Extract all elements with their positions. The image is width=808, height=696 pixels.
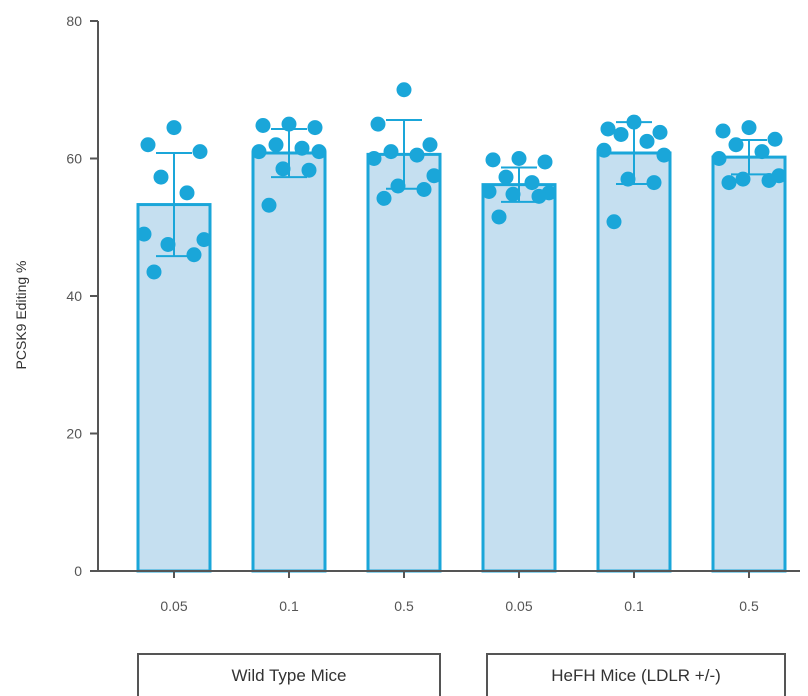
point-0-3 bbox=[153, 169, 169, 185]
point-0-1 bbox=[140, 137, 156, 153]
point-1-4 bbox=[294, 140, 310, 156]
point-1-6 bbox=[311, 144, 327, 160]
point-0-0 bbox=[166, 120, 182, 136]
point-5-1 bbox=[715, 123, 731, 139]
bar-4 bbox=[596, 151, 672, 573]
bar-2 bbox=[366, 152, 442, 573]
point-5-8 bbox=[761, 173, 777, 188]
bars-layer bbox=[136, 151, 787, 573]
point-1-5 bbox=[251, 144, 267, 160]
point-2-5 bbox=[366, 151, 382, 166]
y-tick-label-60: 60 bbox=[66, 151, 82, 167]
x-tick-label-0: 0.05 bbox=[160, 598, 187, 614]
point-3-9 bbox=[491, 209, 507, 225]
point-0-4 bbox=[179, 185, 195, 201]
point-1-8 bbox=[301, 162, 317, 178]
point-4-8 bbox=[646, 175, 662, 191]
point-3-1 bbox=[485, 152, 501, 168]
point-3-7 bbox=[505, 186, 521, 202]
point-4-4 bbox=[639, 133, 655, 149]
point-0-5 bbox=[136, 226, 152, 242]
y-axis: 0 20 40 60 80 bbox=[66, 13, 800, 579]
y-tick-label-20: 20 bbox=[66, 426, 82, 442]
point-5-7 bbox=[735, 171, 751, 187]
point-2-8 bbox=[416, 181, 432, 197]
points-layer bbox=[136, 82, 787, 280]
x-tick-label-2: 0.5 bbox=[394, 598, 414, 614]
x-tick-label-3: 0.05 bbox=[505, 598, 532, 614]
point-5-9 bbox=[721, 175, 737, 191]
point-1-3 bbox=[268, 137, 284, 153]
x-tick-label-4: 0.1 bbox=[624, 598, 644, 614]
point-1-7 bbox=[275, 161, 291, 177]
point-2-3 bbox=[383, 144, 399, 160]
point-2-4 bbox=[409, 147, 425, 163]
point-2-1 bbox=[370, 116, 386, 132]
point-4-6 bbox=[656, 147, 672, 163]
bar-3 bbox=[481, 183, 557, 573]
point-4-1 bbox=[600, 121, 616, 137]
point-0-6 bbox=[196, 232, 212, 248]
point-3-3 bbox=[498, 169, 514, 185]
y-axis-title: PCSK9 Editing % bbox=[13, 261, 29, 370]
point-3-2 bbox=[537, 154, 553, 170]
point-4-0 bbox=[626, 114, 642, 130]
point-5-5 bbox=[711, 151, 727, 166]
x-tick-label-5: 0.5 bbox=[739, 598, 759, 614]
point-4-7 bbox=[620, 171, 636, 187]
point-1-2 bbox=[307, 120, 323, 136]
point-1-1 bbox=[255, 118, 271, 133]
y-tick-label-40: 40 bbox=[66, 288, 82, 304]
point-4-5 bbox=[596, 142, 612, 158]
point-0-9 bbox=[146, 264, 162, 280]
point-2-0 bbox=[396, 82, 412, 98]
point-3-8 bbox=[531, 188, 547, 204]
point-0-8 bbox=[186, 247, 202, 263]
point-2-6 bbox=[426, 168, 442, 184]
point-0-2 bbox=[192, 144, 208, 160]
x-tick-labels: 0.05 0.1 0.5 0.05 0.1 0.5 bbox=[160, 571, 759, 614]
x-tick-label-1: 0.1 bbox=[279, 598, 299, 614]
point-1-0 bbox=[281, 116, 297, 132]
point-5-3 bbox=[728, 137, 744, 153]
group-label-wild-type: Wild Type Mice bbox=[137, 653, 441, 696]
point-5-0 bbox=[741, 120, 757, 136]
point-2-7 bbox=[390, 178, 406, 194]
error-bars-layer bbox=[156, 119, 767, 258]
y-tick-label-0: 0 bbox=[74, 563, 82, 579]
point-3-4 bbox=[524, 175, 540, 191]
y-tick-label-80: 80 bbox=[66, 13, 82, 29]
point-2-2 bbox=[422, 137, 438, 153]
point-5-4 bbox=[754, 144, 770, 160]
point-4-3 bbox=[613, 126, 629, 142]
group-label-hefh: HeFH Mice (LDLR +/-) bbox=[486, 653, 786, 696]
bar-5 bbox=[711, 155, 787, 573]
point-5-2 bbox=[767, 131, 783, 147]
point-0-7 bbox=[160, 236, 176, 252]
point-4-2 bbox=[652, 124, 668, 140]
point-2-9 bbox=[376, 190, 392, 206]
point-4-9 bbox=[606, 214, 622, 230]
bar-1 bbox=[251, 151, 327, 573]
point-1-9 bbox=[261, 197, 277, 213]
point-3-5 bbox=[481, 184, 497, 199]
error-bar-0 bbox=[156, 152, 192, 258]
point-3-0 bbox=[511, 151, 527, 166]
